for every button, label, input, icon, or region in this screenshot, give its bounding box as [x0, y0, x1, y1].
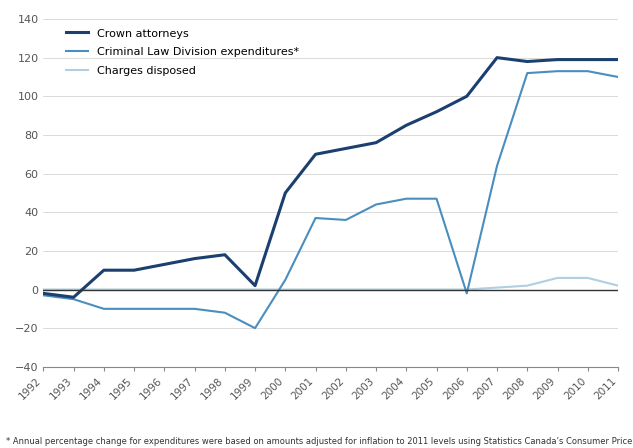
Text: * Annual percentage change for expenditures were based on amounts adjusted for i: * Annual percentage change for expenditu… [6, 437, 633, 446]
Legend: Crown attorneys, Criminal Law Division expenditures*, Charges disposed: Crown attorneys, Criminal Law Division e… [66, 28, 299, 76]
